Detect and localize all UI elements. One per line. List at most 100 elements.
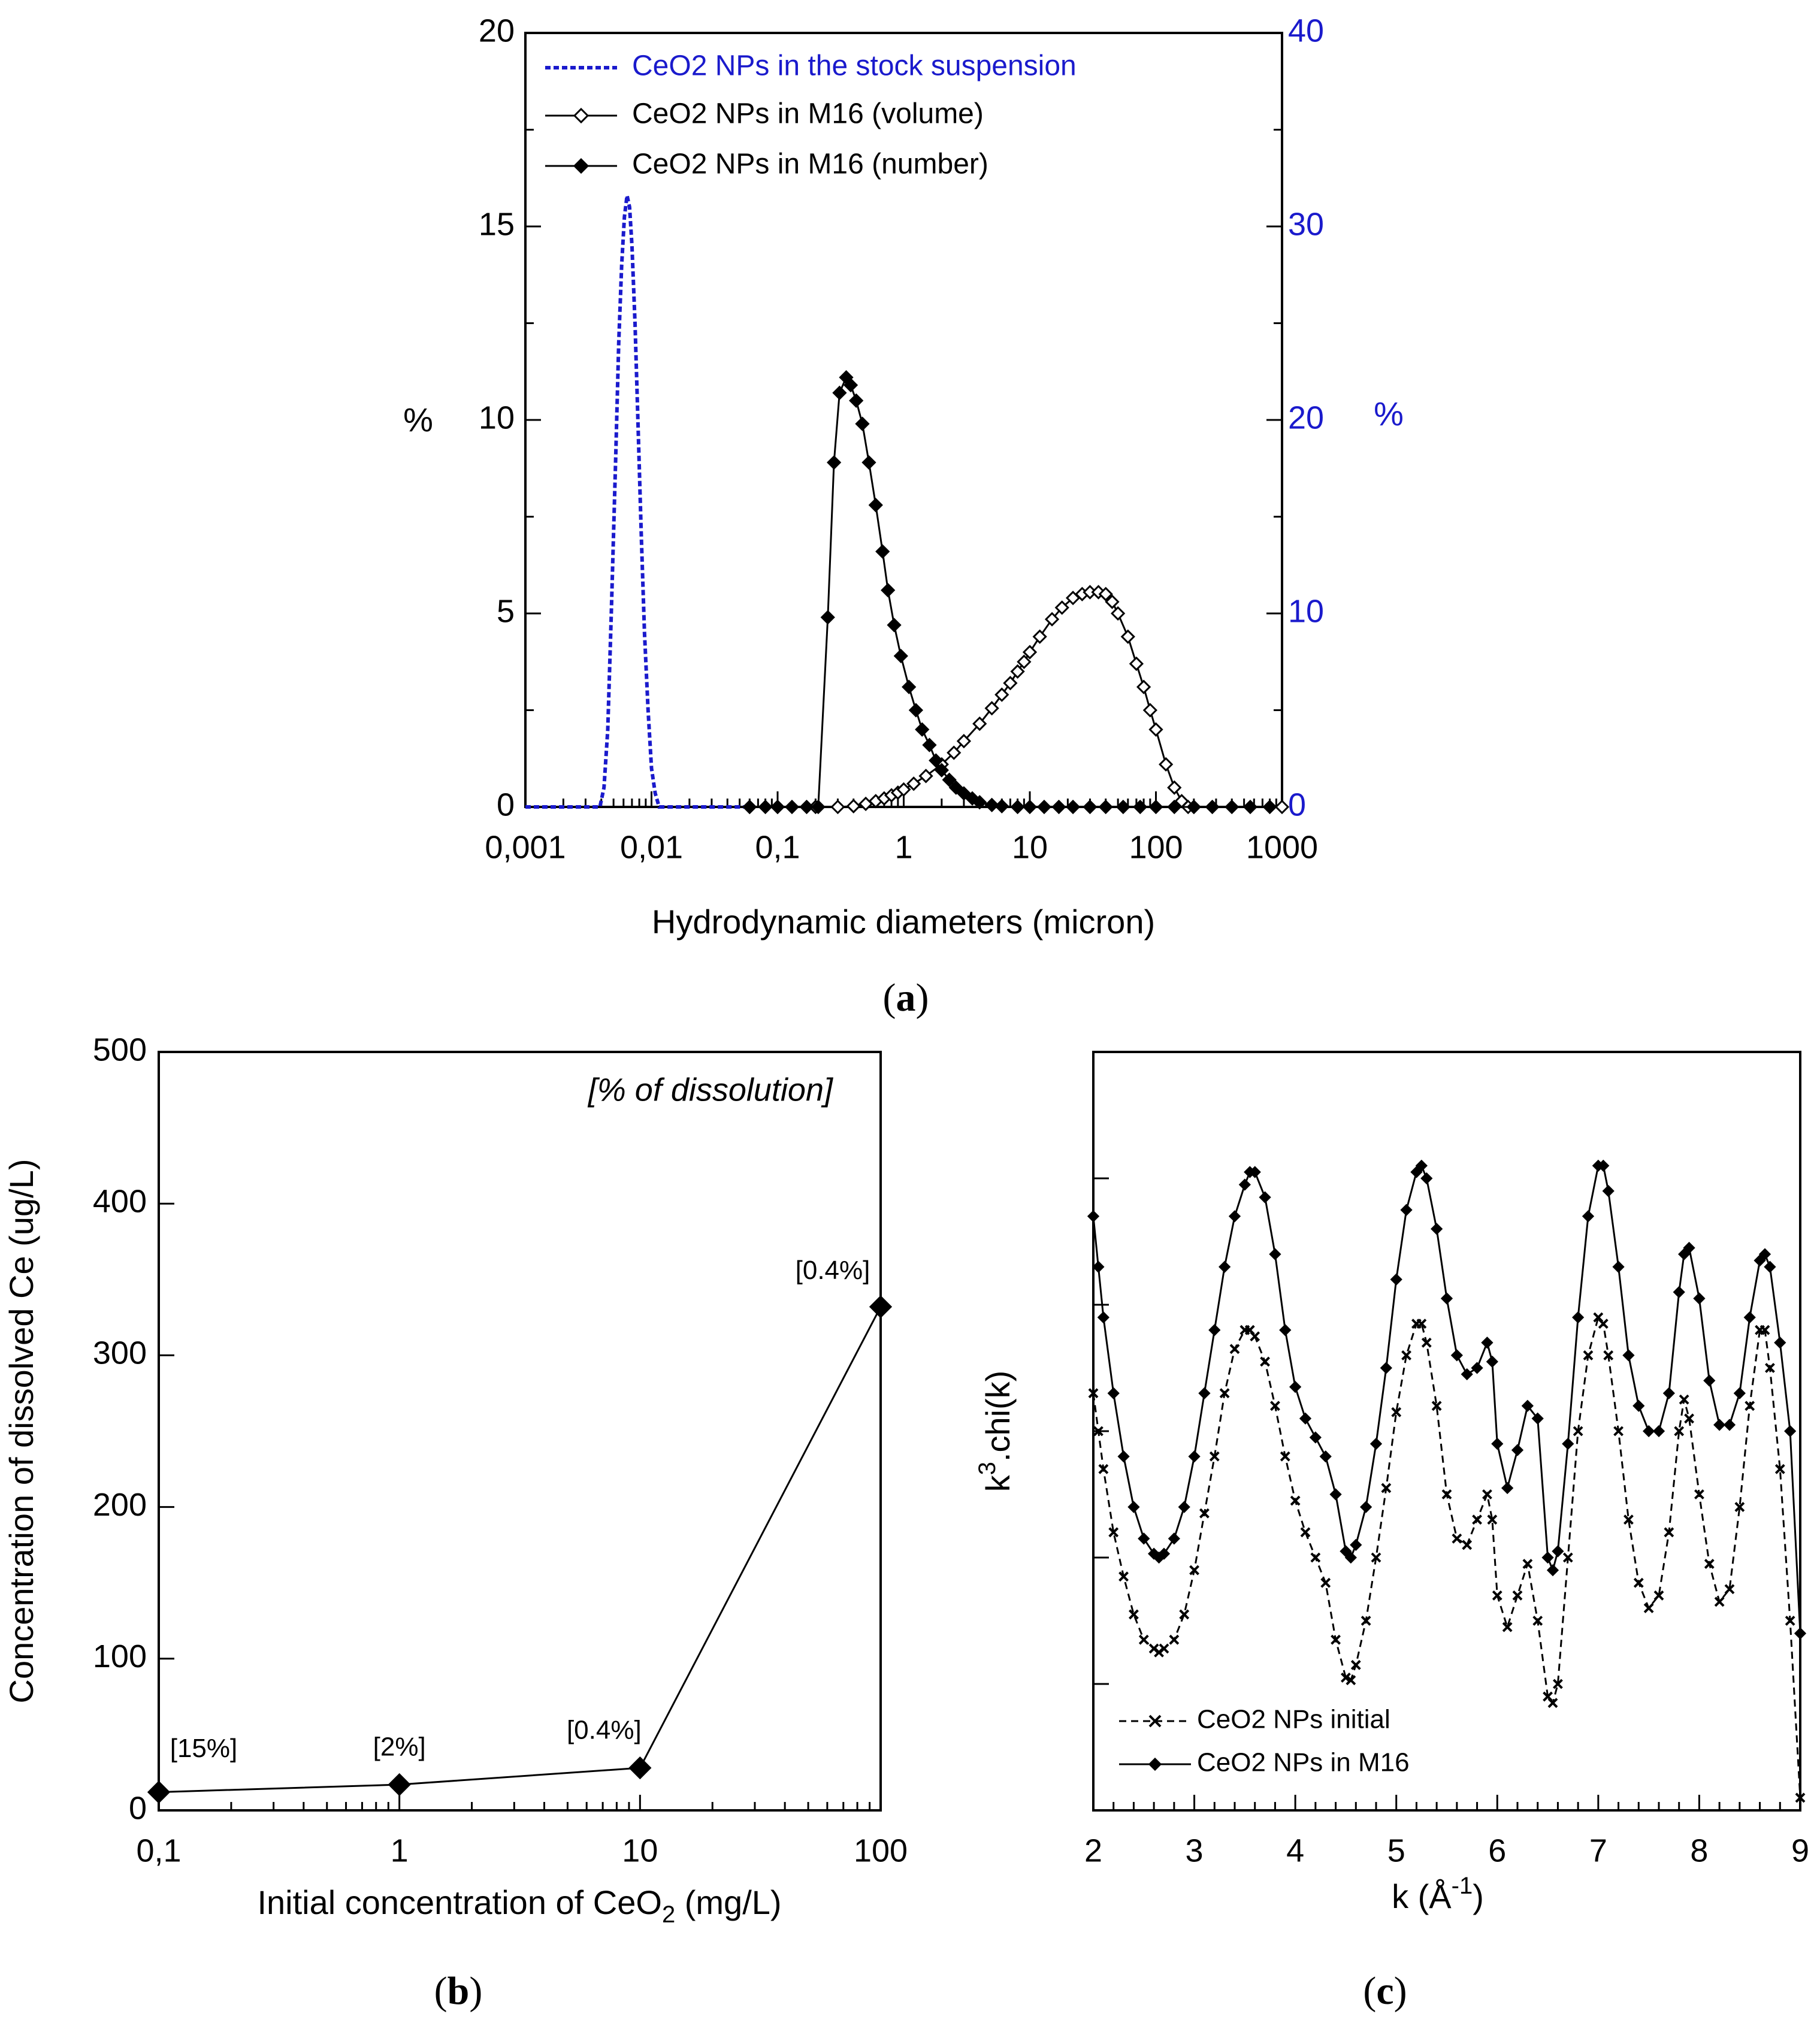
x-tick-label: 7 xyxy=(1589,1833,1607,1868)
x-tick-label: 5 xyxy=(1387,1833,1405,1868)
m16-point xyxy=(1758,1248,1771,1260)
panel-label-c-close: ) xyxy=(1394,1969,1407,2013)
x-axis-label-main: Initial concentration of CeO xyxy=(257,1883,661,1921)
volume-point xyxy=(1148,722,1163,737)
volume-point xyxy=(1032,629,1047,644)
m16-point xyxy=(1784,1425,1797,1438)
series-m16-line xyxy=(1092,1163,1801,1634)
y-left-tick-label: 10 xyxy=(479,400,515,436)
volume-point xyxy=(1044,612,1060,627)
volume-point xyxy=(1167,780,1182,795)
m16-point xyxy=(1117,1450,1130,1463)
y-left-tick-label: 0 xyxy=(497,787,515,823)
number-point xyxy=(1262,799,1277,815)
initial-point xyxy=(1331,1634,1341,1645)
legend-initial-marker xyxy=(1148,1715,1162,1728)
initial-point xyxy=(1482,1489,1492,1499)
volume-point xyxy=(956,734,972,749)
m16-point xyxy=(1309,1431,1322,1444)
number-point xyxy=(811,799,826,815)
series-stock-line xyxy=(525,195,750,809)
m16-point xyxy=(1662,1387,1675,1399)
m16-point xyxy=(1693,1292,1706,1305)
y-left-axis-label: % xyxy=(403,401,433,439)
m16-point xyxy=(1219,1260,1231,1273)
volume-point xyxy=(830,799,845,815)
y-left-tick-label: 20 xyxy=(479,13,515,49)
initial-point xyxy=(1795,1792,1806,1803)
legend-initial-label: CeO2 NPs initial xyxy=(1197,1705,1390,1734)
x-tick-label: 2 xyxy=(1084,1833,1102,1868)
number-point xyxy=(784,799,800,815)
number-point xyxy=(1186,799,1201,815)
m16-point xyxy=(1369,1437,1383,1450)
number-point xyxy=(861,455,876,470)
number-point xyxy=(1022,799,1038,815)
number-point xyxy=(972,795,987,810)
m16-point xyxy=(1087,1210,1100,1223)
y-right-tick-label: 30 xyxy=(1288,206,1324,242)
m16-point xyxy=(1380,1362,1392,1374)
m16-point xyxy=(1562,1437,1574,1450)
initial-point xyxy=(1129,1609,1139,1620)
m16-point xyxy=(1279,1324,1292,1337)
m16-point xyxy=(1344,1551,1357,1564)
m16-point xyxy=(1632,1399,1645,1412)
number-point xyxy=(1148,799,1163,815)
volume-point xyxy=(918,769,933,784)
m16-point xyxy=(1400,1204,1413,1216)
number-point xyxy=(799,799,814,815)
volume-point xyxy=(1022,645,1038,660)
y-tick-label: 400 xyxy=(93,1183,147,1219)
initial-point xyxy=(1270,1401,1280,1411)
chart-a: 0 5 10 15 20 0 10 20 30 40 0,001 0,01 0,1 1 10 100 1000%… xyxy=(403,13,1404,1020)
initial-point xyxy=(1098,1464,1109,1474)
initial-point xyxy=(1785,1616,1795,1626)
y-axis-label-sup: 3 xyxy=(974,1462,1000,1475)
data-point-b xyxy=(869,1295,893,1319)
initial-point xyxy=(1371,1552,1381,1563)
y-axis-label: k3.chi(k) xyxy=(974,1371,1017,1492)
panel-label-b-letter: b xyxy=(448,1969,470,2013)
x-tick-label: 8 xyxy=(1690,1833,1708,1868)
number-point xyxy=(887,618,902,633)
m16-point xyxy=(1228,1210,1241,1223)
number-point xyxy=(1065,799,1081,815)
initial-point xyxy=(1159,1643,1169,1654)
m16-point xyxy=(1552,1545,1564,1558)
m16-point xyxy=(1410,1166,1423,1178)
initial-point xyxy=(1679,1394,1689,1405)
number-point xyxy=(902,679,917,694)
initial-point xyxy=(1765,1363,1775,1373)
initial-point xyxy=(1421,1337,1432,1348)
m16-point xyxy=(1431,1223,1443,1235)
number-point xyxy=(875,544,890,559)
m16-point xyxy=(1168,1532,1180,1545)
initial-point xyxy=(1320,1577,1331,1588)
volume-point xyxy=(1136,679,1151,694)
number-point xyxy=(1167,799,1182,815)
m16-point xyxy=(1764,1260,1776,1273)
legend-stock-label: CeO2 NPs in the stock suspension xyxy=(632,50,1077,82)
volume-point xyxy=(994,687,1009,702)
m16-point xyxy=(1703,1374,1716,1387)
initial-point xyxy=(1179,1609,1190,1620)
m16-point xyxy=(1486,1355,1498,1368)
initial-point xyxy=(1653,1590,1664,1601)
initial-point xyxy=(1745,1401,1755,1411)
m16-point xyxy=(1794,1627,1807,1640)
inset-title: [% of dissolution] xyxy=(587,1072,834,1108)
m16-point xyxy=(1471,1362,1483,1374)
m16-point xyxy=(1602,1184,1615,1198)
m16-point xyxy=(1350,1538,1362,1552)
data-point-b xyxy=(147,1780,171,1804)
data-annotation-b: [2%] xyxy=(373,1732,426,1762)
volume-point xyxy=(1010,664,1025,679)
m16-point xyxy=(1491,1437,1504,1450)
number-point xyxy=(758,799,773,815)
initial-point xyxy=(1229,1344,1240,1354)
initial-point xyxy=(1598,1319,1609,1329)
initial-point xyxy=(1138,1634,1149,1645)
number-point xyxy=(832,385,847,400)
initial-point xyxy=(1391,1407,1402,1417)
